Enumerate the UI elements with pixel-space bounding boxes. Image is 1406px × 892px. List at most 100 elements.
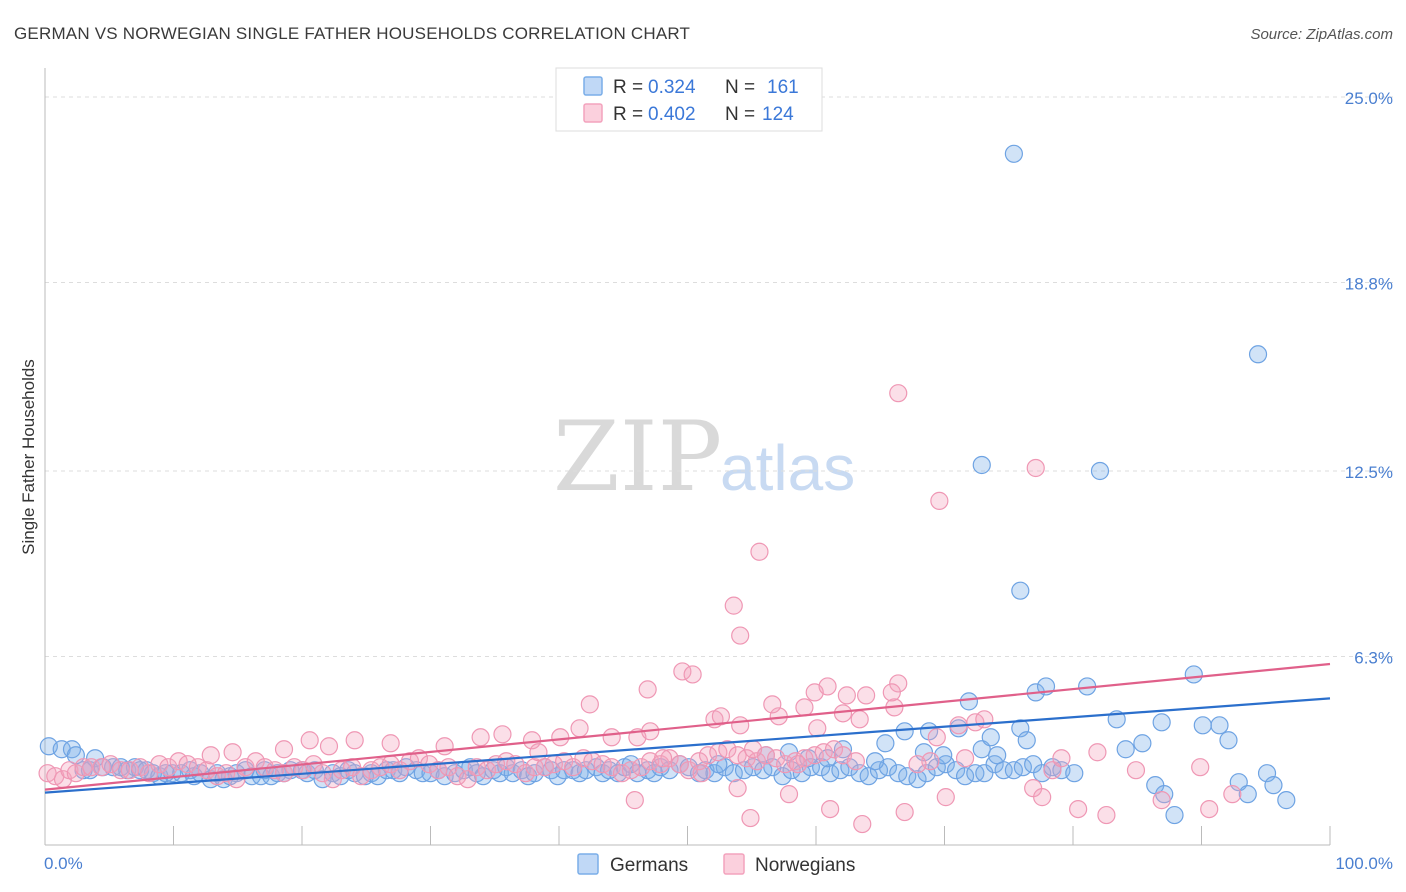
y-tick-labels: 6.3% 12.5% 18.8% 25.0% [1345, 89, 1393, 668]
norwegians-point-111 [580, 695, 599, 714]
series-legend-label-norwegians: Norwegians [755, 855, 855, 876]
norwegians-point-70 [698, 746, 718, 765]
germans-point-123 [1033, 764, 1052, 783]
germans-point-96 [773, 767, 792, 786]
legend-r-label-norwegians: R = [613, 104, 643, 125]
norwegians-point-155 [731, 626, 750, 645]
germans-point-159 [1238, 785, 1257, 804]
norwegians-point-87 [223, 743, 242, 762]
norwegians-point-91 [345, 731, 364, 750]
norwegians-point-62 [621, 761, 641, 780]
norwegians-point-141 [853, 814, 872, 834]
series-legend: Germans Norwegians [577, 853, 855, 876]
norwegians-point-106 [833, 704, 853, 723]
norwegians-point-82 [814, 743, 833, 762]
norwegians-point-78 [776, 755, 795, 774]
norwegians-point-121 [955, 749, 975, 768]
norwegians-point-129 [1126, 761, 1146, 780]
norwegians-point-11 [130, 758, 150, 777]
norwegians-point-126 [821, 799, 840, 819]
x-ticks [44, 826, 1331, 845]
norwegians-point-124 [936, 788, 955, 807]
norwegians-point-46 [467, 758, 486, 777]
norwegians-point-5 [74, 758, 93, 777]
germans-point-153 [1165, 805, 1184, 825]
norwegians-point-105 [795, 698, 814, 717]
norwegians-point-66 [660, 749, 679, 768]
germans-point-169 [1152, 713, 1171, 732]
norwegians-point-10 [120, 761, 139, 780]
germans-point-109 [898, 767, 917, 786]
germans-point-119 [994, 761, 1013, 780]
germans-point-162 [1277, 791, 1296, 810]
germans-point-156 [1210, 716, 1229, 735]
norwegians-point-145 [1069, 799, 1088, 819]
y-tick-label-1: 12.5% [1345, 463, 1393, 482]
germans-point-126 [1065, 764, 1084, 783]
norwegians-point-55 [555, 752, 574, 771]
norwegians-point-152 [1026, 458, 1045, 478]
norwegians-point-156 [683, 665, 702, 684]
norwegians-point-127 [895, 802, 914, 822]
norwegians-point-89 [300, 731, 319, 750]
norwegians-point-133 [728, 779, 747, 798]
norwegians-point-131 [1200, 799, 1219, 819]
norwegians-trend-line [44, 662, 1331, 791]
watermark: ZIP atlas [553, 401, 855, 513]
germans-point-142 [988, 746, 1007, 765]
germans-point-117 [975, 764, 994, 783]
norwegians-point-150 [889, 384, 908, 403]
norwegians-point-98 [570, 719, 589, 738]
chart-title: GERMAN VS NORWEGIAN SINGLE FATHER HOUSEH… [14, 24, 690, 43]
norwegians-point-142 [779, 785, 799, 804]
y-axis-label: Single Father Households [19, 359, 38, 555]
norwegians-point-92 [381, 734, 400, 753]
norwegians-point-149 [1088, 743, 1107, 762]
norwegians-point-95 [493, 725, 512, 744]
y-tick-label-3: 25.0% [1345, 89, 1393, 108]
germans-trend-line [44, 697, 1331, 794]
norwegians-point-74 [737, 749, 756, 768]
norwegians-point-63 [632, 758, 651, 777]
norwegians-point-130 [1152, 791, 1171, 810]
germans-point-163 [1004, 144, 1023, 163]
norwegians-point-8 [101, 755, 120, 774]
germans-point-121 [1013, 758, 1032, 777]
legend-n-label-norwegians: N = [725, 104, 755, 125]
norwegians-point-134 [653, 749, 673, 768]
germans-point-141 [981, 728, 1000, 747]
germans-point-89 [705, 764, 724, 783]
norwegians-point-83 [824, 740, 844, 759]
y-tick-label-2: 18.8% [1345, 274, 1393, 293]
norwegians-point-138 [927, 728, 946, 747]
correlation-legend: R = 0.324 N = 161 R = 0.402 N = 124 [555, 67, 823, 132]
norwegians-point-75 [747, 752, 766, 771]
norwegians-point-72 [718, 740, 737, 759]
norwegians-point-51 [516, 764, 535, 783]
germans-point-155 [1193, 716, 1212, 735]
norwegians-point-26 [274, 764, 294, 783]
norwegians-point-103 [731, 716, 750, 735]
norwegians-point-146 [1097, 805, 1116, 825]
norwegians-point-90 [319, 737, 339, 756]
germans-point-135 [895, 722, 914, 741]
norwegians-point-119 [889, 674, 908, 693]
trend-lines [44, 662, 1331, 794]
x-tick-label-min: 0.0% [44, 854, 83, 873]
germans-point-105 [859, 767, 878, 786]
watermark-zip: ZIP [553, 401, 722, 513]
germans-point-166 [1090, 461, 1110, 481]
germans-point-134 [876, 734, 895, 753]
legend-swatch-norwegians [583, 103, 603, 123]
norwegians-point-88 [274, 740, 294, 759]
norwegians-point-47 [477, 761, 497, 780]
germans-point-154 [1184, 665, 1203, 684]
norwegians-point-60 [602, 758, 621, 777]
germans-point-149 [1116, 740, 1135, 759]
norwegians-point-34 [352, 767, 371, 786]
norwegians-point-139 [808, 719, 827, 738]
legend-r-value-germans: 0.324 [648, 77, 696, 98]
legend-r-label-germans: R = [613, 77, 643, 98]
norwegians-point-113 [673, 662, 692, 681]
